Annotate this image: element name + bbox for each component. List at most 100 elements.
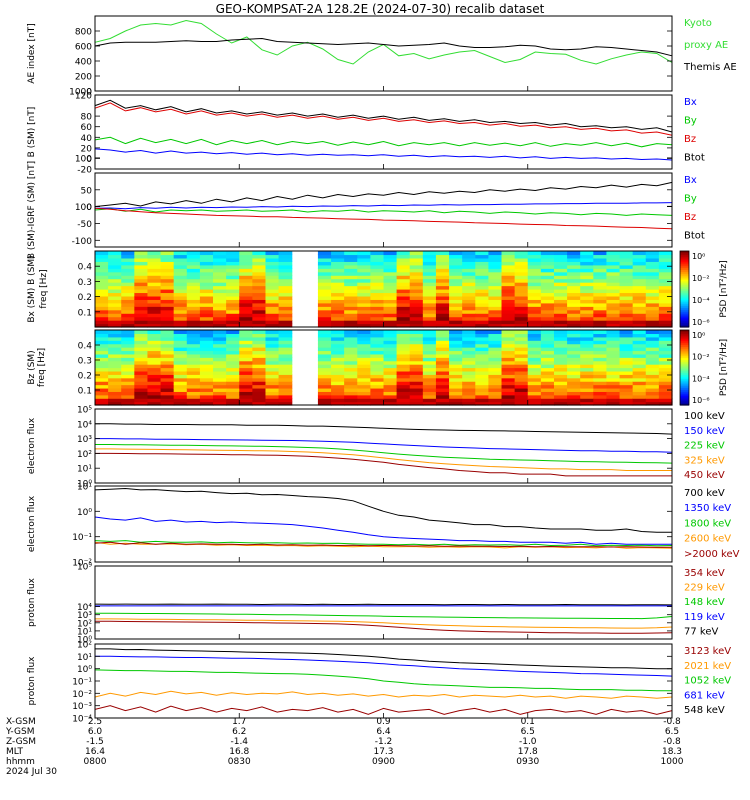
- heatmap-cell: [213, 289, 227, 294]
- heatmap-cell: [540, 282, 555, 287]
- heatmap-cell: [567, 367, 581, 372]
- heatmap-cell: [160, 299, 175, 304]
- ephemeris-value: -0.8: [663, 717, 681, 727]
- heatmap-cell: [540, 264, 555, 269]
- heatmap-cell: [226, 336, 240, 341]
- heatmap-cell: [239, 360, 253, 365]
- heatmap-cell: [449, 333, 463, 338]
- heatmap-cell: [435, 278, 450, 283]
- heatmap-cell: [252, 282, 267, 287]
- heatmap-cell: [396, 254, 411, 259]
- heatmap-cell: [331, 282, 345, 287]
- heatmap-cell: [658, 357, 673, 362]
- heatmap-cell: [645, 285, 660, 290]
- heatmap-cell: [357, 254, 371, 259]
- heatmap-cell: [265, 347, 280, 352]
- heatmap-cell: [331, 285, 345, 290]
- heatmap-cell: [134, 309, 149, 314]
- heatmap-cell: [331, 374, 345, 379]
- heatmap-cell: [173, 313, 188, 318]
- heatmap-cell: [121, 391, 135, 396]
- heatmap-cell: [580, 367, 594, 372]
- heatmap-cell: [265, 381, 280, 386]
- heatmap-cell: [435, 343, 450, 348]
- heatmap-cell: [619, 316, 634, 321]
- heatmap-cell: [199, 340, 214, 345]
- heatmap-cell: [514, 333, 529, 338]
- heatmap-cell: [121, 360, 135, 365]
- heatmap-cell: [632, 384, 647, 389]
- colorbar-segment: [680, 264, 689, 267]
- heatmap-cell: [409, 323, 424, 328]
- heatmap-cell: [462, 364, 476, 369]
- heatmap-cell: [409, 299, 424, 304]
- colorbar-segment: [680, 341, 689, 344]
- heatmap-cell: [331, 387, 345, 392]
- ephemeris-value: 18.3: [662, 747, 682, 757]
- heatmap-cell: [593, 295, 608, 300]
- heatmap-cell: [527, 364, 542, 369]
- colorbar-segment: [680, 317, 689, 320]
- heatmap-cell: [186, 292, 201, 297]
- heatmap-cell: [160, 398, 175, 403]
- heatmap-cell: [514, 292, 529, 297]
- colorbar-segment: [680, 350, 689, 354]
- heatmap-cell: [658, 285, 673, 290]
- heatmap-cell: [239, 264, 253, 269]
- heatmap-cell: [134, 347, 149, 352]
- heatmap-cell: [632, 336, 647, 341]
- colorbar-segment: [680, 363, 689, 367]
- heatmap-cell: [147, 333, 162, 338]
- series-line: [95, 648, 672, 670]
- legend-entry: 2021 keV: [684, 661, 731, 672]
- heatmap-cell: [160, 257, 175, 262]
- heatmap-cell: [226, 387, 240, 392]
- y-tick-label: 0: [86, 155, 92, 165]
- heatmap-cell: [213, 254, 227, 259]
- heatmap-cell: [226, 285, 240, 290]
- colorbar-segment: [680, 292, 689, 296]
- heatmap-cell: [160, 336, 175, 341]
- heatmap-cell: [370, 364, 385, 369]
- heatmap-cell: [488, 299, 503, 304]
- heatmap-cell: [213, 401, 227, 406]
- heatmap-cell: [422, 285, 437, 290]
- heatmap-cell: [173, 330, 188, 335]
- heatmap-cell: [606, 387, 621, 392]
- heatmap-cell: [567, 302, 581, 307]
- heatmap-cell: [199, 343, 214, 348]
- heatmap-cell: [435, 347, 450, 352]
- heatmap-cell: [213, 320, 227, 325]
- heatmap-cell: [278, 313, 293, 318]
- heatmap-cell: [501, 285, 516, 290]
- heatmap-cell: [357, 377, 371, 382]
- heatmap-cell: [514, 367, 529, 372]
- heatmap-cell: [173, 360, 188, 365]
- heatmap-cell: [593, 336, 608, 341]
- heatmap-cell: [147, 401, 162, 406]
- heatmap-cell: [567, 394, 581, 399]
- heatmap-cell: [213, 323, 227, 328]
- heatmap-cell: [606, 394, 621, 399]
- y-axis-label: proton flux: [27, 656, 37, 706]
- heatmap-cell: [449, 347, 463, 352]
- colorbar-segment: [680, 397, 689, 400]
- heatmap-cell: [527, 282, 542, 287]
- heatmap-cell: [344, 271, 358, 276]
- heatmap-cell: [567, 340, 581, 345]
- ephemeris-value: 6.0: [88, 727, 103, 737]
- heatmap-cell: [409, 391, 424, 396]
- heatmap-cell: [331, 330, 345, 335]
- heatmap-cell: [475, 336, 490, 341]
- heatmap-cell: [632, 367, 647, 372]
- heatmap-cell: [580, 295, 594, 300]
- heatmap-cell: [239, 295, 253, 300]
- heatmap-cell: [95, 401, 109, 406]
- heatmap-cell: [147, 323, 162, 328]
- heatmap-cell: [501, 374, 516, 379]
- heatmap-cell: [331, 251, 345, 256]
- legend-entry: 681 keV: [684, 690, 725, 701]
- heatmap-cell: [252, 251, 267, 256]
- heatmap-cell: [186, 370, 201, 375]
